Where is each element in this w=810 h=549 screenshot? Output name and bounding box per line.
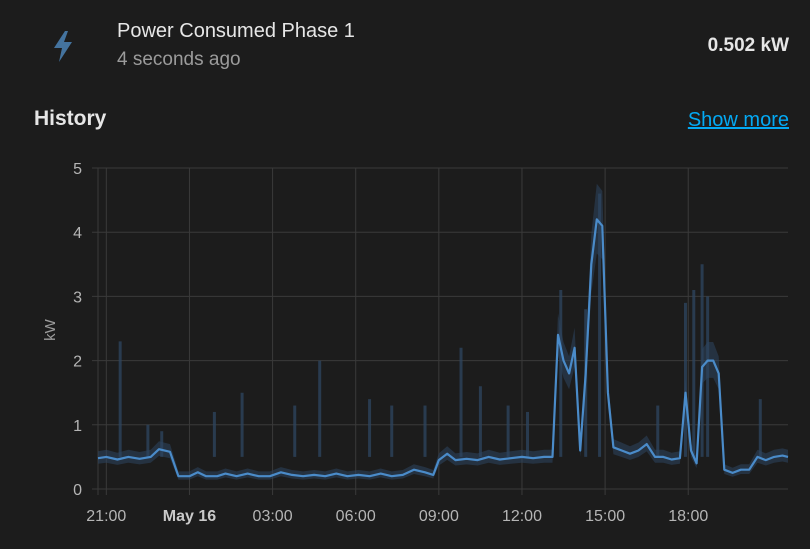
entity-state: 0.502 kW [707, 35, 789, 56]
y-tick-label: 2 [73, 354, 82, 371]
x-tick-label: 03:00 [253, 508, 293, 525]
chart-grid [92, 167, 788, 495]
series-line [97, 218, 789, 478]
flash-icon [54, 31, 72, 62]
x-tick-label: 06:00 [336, 508, 376, 525]
y-tick-label: 0 [73, 482, 82, 499]
x-tick-label: May 16 [163, 508, 216, 525]
chart-series [97, 218, 789, 478]
y-tick-label: 5 [73, 161, 82, 178]
y-tick-label: 4 [73, 225, 82, 242]
y-axis-label: kW [42, 318, 59, 341]
x-tick-label: 09:00 [419, 508, 459, 525]
x-tick-label: 12:00 [502, 508, 542, 525]
show-more-link[interactable]: Show more [687, 109, 789, 131]
y-tick-label: 1 [73, 418, 82, 435]
chart-range-band [98, 183, 788, 480]
entity-header[interactable]: Power Consumed Phase 1 4 seconds ago 0.5… [0, 0, 810, 95]
x-tick-label: 18:00 [668, 508, 708, 525]
y-tick-label: 3 [73, 289, 82, 306]
x-axis-ticks: 21:00 May 16 03:00 06:00 09:00 12:00 15:00 18:0… [86, 508, 708, 525]
entity-name: Power Consumed Phase 1 [117, 20, 355, 42]
history-title: History [34, 107, 107, 130]
history-chart[interactable]: 0 1 2 3 4 5 21:00 May 16 03:00 06:00 09:00 12:00 15… [0, 150, 810, 540]
y-axis-ticks: 0 1 2 3 4 5 [73, 161, 82, 499]
x-tick-label: 21:00 [86, 508, 126, 525]
x-tick-label: 15:00 [585, 508, 625, 525]
last-changed: 4 seconds ago [117, 49, 241, 70]
